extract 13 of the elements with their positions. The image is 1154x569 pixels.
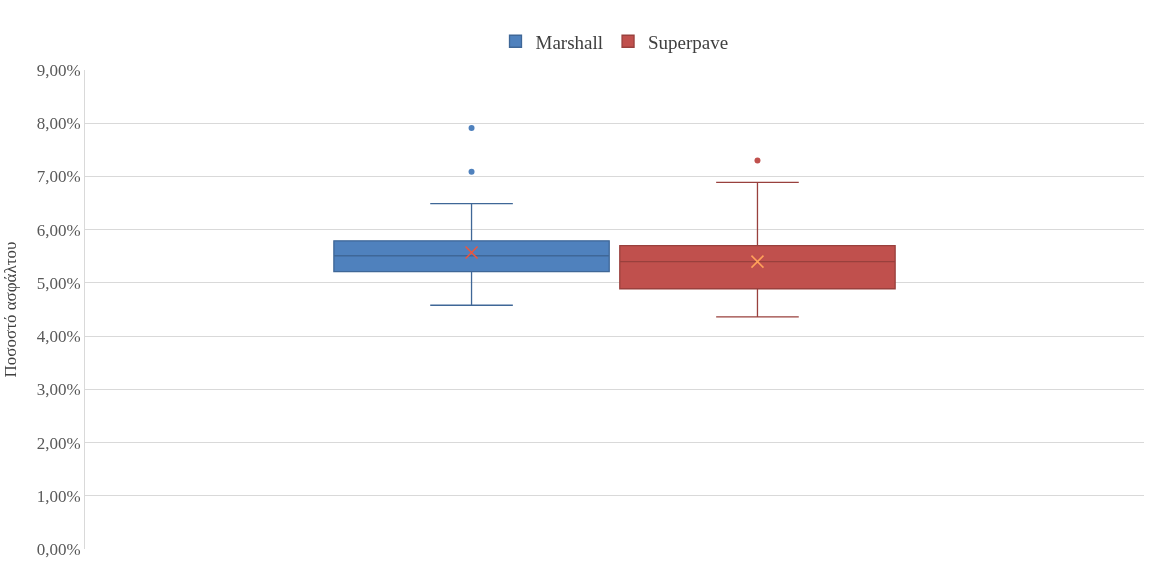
- y-tick-label: 4,00%: [36, 327, 81, 347]
- y-tick-label: 6,00%: [36, 220, 81, 240]
- y-tick-label: 5,00%: [36, 273, 81, 293]
- y-tick-label: 1,00%: [36, 486, 81, 506]
- y-tick-label: 3,00%: [36, 380, 81, 400]
- legend-label: Marshall: [535, 31, 604, 53]
- y-axis-title: Ποσοστό ασφάλτου: [1, 241, 21, 378]
- y-tick-label: 0,00%: [36, 539, 81, 559]
- legend-label: Superpave: [648, 31, 729, 53]
- y-tick-label: 2,00%: [36, 433, 81, 453]
- y-tick-label: 8,00%: [36, 114, 81, 134]
- y-tick-label: 9,00%: [36, 60, 81, 80]
- y-tick-label: 7,00%: [36, 167, 81, 187]
